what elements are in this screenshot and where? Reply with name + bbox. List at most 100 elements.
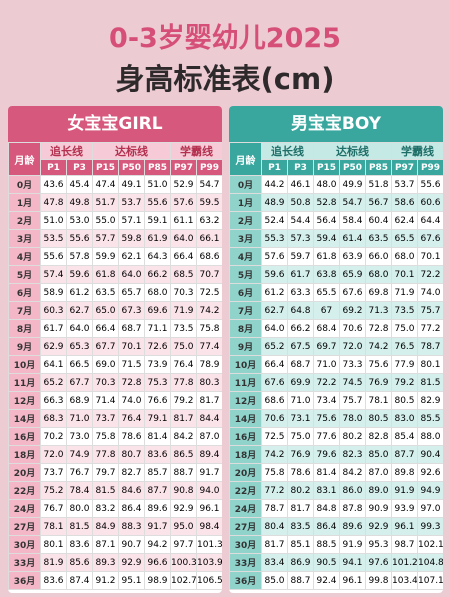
cell: 72.0 — [339, 337, 366, 356]
month: 24月 — [8, 499, 41, 518]
cell: 94.2 — [143, 535, 172, 554]
cell: 94.9 — [417, 481, 443, 500]
cell: 64.3 — [143, 247, 172, 266]
data-row: 11月 65.2 67.7 70.3 72.8 75.3 77.8 80.3 — [8, 373, 222, 392]
month: 9月 — [8, 337, 41, 356]
data-row: 36月 83.6 87.4 91.2 95.1 98.9 102.7 106.5 — [8, 571, 222, 590]
cell: 84.2 — [339, 463, 366, 482]
column-label: P85 — [143, 159, 172, 176]
cell: 69.2 — [339, 301, 366, 320]
cell: 68.0 — [143, 283, 172, 302]
cell: 53.7 — [118, 193, 145, 212]
cell: 60.4 — [364, 211, 393, 230]
cell: 75.8 — [261, 463, 288, 482]
column-label: P1 — [261, 159, 288, 176]
cell: 65.5 — [391, 229, 419, 248]
cell: 67.3 — [118, 301, 145, 320]
cell: 86.9 — [287, 553, 314, 572]
cell: 65.7 — [118, 283, 145, 302]
group-label: 追长线 — [261, 142, 314, 160]
month: 8月 — [229, 319, 262, 338]
month: 16月 — [229, 427, 262, 446]
data-row: 2月 51.0 53.0 55.0 57.1 59.1 61.1 63.2 — [8, 211, 222, 230]
cell: 80.2 — [339, 427, 366, 446]
cell: 78.6 — [118, 427, 145, 446]
height-table: 月龄 追长线 达标线 学霸线 P1 P3 P15 P50 P85 P97 P99 0月 44.2 46.1… — [229, 142, 443, 590]
month: 11月 — [8, 373, 41, 392]
data-row: 4月 55.6 57.8 59.9 62.1 64.3 66.4 68.6 — [8, 247, 222, 266]
month: 10月 — [8, 355, 41, 374]
month: 20月 — [8, 463, 41, 482]
cell: 53.5 — [40, 229, 67, 248]
cell: 59.6 — [66, 265, 93, 284]
cell: 82.7 — [118, 463, 145, 482]
cell: 75.7 — [417, 301, 443, 320]
cell: 83.1 — [313, 481, 340, 500]
cell: 75.3 — [143, 373, 172, 392]
cell: 98.9 — [143, 571, 172, 590]
cell: 81.7 — [261, 535, 288, 554]
cell: 65.2 — [40, 373, 67, 392]
cell: 81.5 — [92, 481, 119, 500]
cell: 70.1 — [118, 337, 145, 356]
column-label: P15 — [92, 159, 119, 176]
cell: 77.8 — [170, 373, 198, 392]
month: 22月 — [8, 481, 41, 500]
column-label: P97 — [391, 159, 419, 176]
data-row: 10月 64.1 66.5 69.0 71.5 73.9 76.4 78.9 — [8, 355, 222, 374]
cell: 71.1 — [143, 319, 172, 338]
cell: 75.6 — [364, 355, 393, 374]
cell: 71.4 — [92, 391, 119, 410]
cell: 59.4 — [313, 229, 340, 248]
month: 0月 — [229, 175, 262, 194]
cell: 72.2 — [313, 373, 340, 392]
cell: 59.7 — [287, 247, 314, 266]
column-label: P85 — [364, 159, 393, 176]
cell: 96.1 — [196, 499, 222, 518]
cell: 66.4 — [92, 319, 119, 338]
cell: 63.5 — [364, 229, 393, 248]
cell: 55.6 — [40, 247, 67, 266]
cell: 60.6 — [417, 193, 443, 212]
cell: 66.4 — [170, 247, 198, 266]
cell: 62.1 — [118, 247, 145, 266]
cell: 89.0 — [364, 481, 393, 500]
cell: 87.0 — [196, 427, 222, 446]
cell: 57.3 — [287, 229, 314, 248]
cell: 92.9 — [170, 499, 198, 518]
cell: 80.5 — [391, 391, 419, 410]
month: 6月 — [229, 283, 262, 302]
data-row: 24月 78.7 81.7 84.8 87.8 90.9 93.9 97.0 — [229, 499, 443, 518]
cell: 78.6 — [287, 463, 314, 482]
cell: 83.6 — [66, 535, 93, 554]
data-row: 36月 85.0 88.7 92.4 96.1 99.8 103.4 107.1 — [229, 571, 443, 590]
data-row: 18月 74.2 76.9 79.6 82.3 85.0 87.7 90.4 — [229, 445, 443, 464]
cell: 85.0 — [261, 571, 288, 590]
data-row: 20月 75.8 78.6 81.4 84.2 87.0 89.8 92.6 — [229, 463, 443, 482]
cell: 80.2 — [287, 481, 314, 500]
data-row: 16月 72.5 75.0 77.6 80.2 82.8 85.4 88.0 — [229, 427, 443, 446]
cell: 64.0 — [170, 229, 198, 248]
cell: 87.0 — [364, 463, 393, 482]
cell: 63.8 — [313, 265, 340, 284]
cell: 61.2 — [66, 283, 93, 302]
cell: 68.0 — [364, 265, 393, 284]
cell: 81.9 — [40, 553, 67, 572]
cell: 94.1 — [339, 553, 366, 572]
data-row: 4月 57.6 59.7 61.8 63.9 66.0 68.0 70.1 — [229, 247, 443, 266]
cell: 84.4 — [196, 409, 222, 428]
cell: 77.2 — [417, 319, 443, 338]
cell: 99.8 — [364, 571, 393, 590]
cell: 90.7 — [118, 535, 145, 554]
cell: 80.7 — [118, 445, 145, 464]
cell: 47.4 — [92, 175, 119, 194]
cell: 70.6 — [339, 319, 366, 338]
cell: 101.2 — [391, 553, 419, 572]
cell: 68.0 — [391, 247, 419, 266]
month: 27月 — [8, 517, 41, 536]
cell: 70.1 — [391, 265, 419, 284]
month-label: 月龄 — [229, 142, 262, 176]
cell: 92.9 — [364, 517, 393, 536]
data-row: 18月 72.0 74.9 77.8 80.7 83.6 86.5 89.4 — [8, 445, 222, 464]
month: 10月 — [229, 355, 262, 374]
